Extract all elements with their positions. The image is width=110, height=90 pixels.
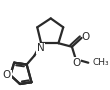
Text: N: N [37, 43, 45, 53]
Text: O: O [72, 58, 80, 68]
Text: O: O [3, 70, 11, 80]
Text: CH₃: CH₃ [92, 58, 109, 67]
Text: O: O [81, 32, 90, 42]
